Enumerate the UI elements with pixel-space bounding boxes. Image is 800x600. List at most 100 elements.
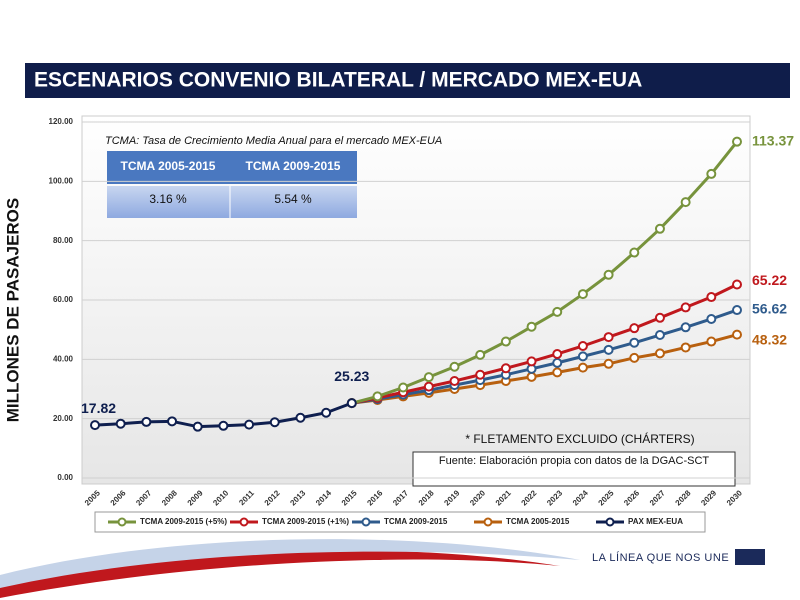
note: TCMA: Tasa de Crecimiento Media Anual pa… [105, 135, 442, 147]
data-label: 17.82 [81, 400, 116, 416]
source-wrap: Fuente: Elaboración propia con datos de … [438, 455, 710, 467]
footer: LA LÍNEA QUE NOS UNE [592, 551, 729, 564]
point [706, 292, 717, 303]
point [680, 197, 691, 208]
point [706, 168, 717, 179]
swoosh [0, 539, 580, 588]
point [526, 371, 537, 382]
point [423, 372, 434, 383]
series-line [351, 308, 738, 405]
point [706, 313, 717, 324]
point [629, 337, 640, 348]
point [295, 412, 306, 423]
series-line [351, 140, 739, 405]
data-label: 56.62 [752, 301, 787, 317]
point [526, 321, 537, 332]
legend-marker [361, 517, 371, 527]
point [654, 348, 665, 359]
series-line [351, 333, 738, 405]
legend-marker [605, 517, 615, 527]
point [732, 329, 742, 340]
point [500, 363, 511, 374]
point [629, 247, 640, 258]
data-label: 48.32 [752, 331, 787, 347]
legend-marker [117, 517, 127, 527]
y-tick-label: 0.00 [57, 473, 73, 482]
title: ESCENARIOS CONVENIO BILATERAL / MERCADO … [34, 69, 642, 92]
y-axis-label: MILLONES DE PASAJEROS [3, 198, 22, 423]
point [398, 382, 409, 393]
table-cell: 5.54 % [274, 192, 312, 206]
point [218, 420, 229, 431]
table-row [107, 186, 357, 218]
point [680, 302, 691, 313]
point [629, 352, 640, 363]
y-tick-label: 80.00 [53, 236, 74, 245]
point [552, 306, 563, 317]
title-bar [25, 63, 790, 98]
point [321, 407, 332, 418]
point [244, 419, 255, 430]
data-label: 25.23 [334, 368, 369, 384]
point [500, 336, 511, 347]
point [449, 375, 460, 386]
point [603, 358, 614, 369]
point [654, 312, 665, 323]
y-tick-label: 120.00 [49, 117, 74, 126]
y-tick-label: 60.00 [53, 295, 74, 304]
table-header-cell: TCMA 2009-2015 [246, 159, 341, 173]
legend-label: TCMA 2005-2015 [506, 517, 570, 526]
point [475, 349, 486, 360]
point [90, 420, 100, 431]
point [115, 418, 126, 429]
point [423, 381, 434, 392]
series-line [351, 283, 738, 405]
legend-label: TCMA 2009-2015 (+1%) [262, 517, 349, 526]
point [732, 305, 742, 316]
point [552, 357, 563, 368]
point [372, 391, 383, 402]
data-label: 65.22 [752, 272, 787, 288]
point [732, 136, 742, 147]
point [167, 416, 178, 427]
table-cell: 3.16 % [149, 192, 187, 206]
y-tick-label: 20.00 [53, 414, 74, 423]
annotation: * FLETAMENTO EXCLUIDO (CHÁRTERS) [465, 431, 694, 446]
point [680, 322, 691, 333]
point [346, 398, 357, 409]
point [526, 356, 537, 367]
point [449, 361, 460, 372]
point [732, 279, 742, 290]
point [192, 421, 203, 432]
point [629, 323, 640, 334]
point [141, 416, 152, 427]
point [577, 289, 588, 300]
source: Fuente: Elaboración propia con datos de … [438, 455, 710, 467]
table-header [107, 151, 357, 184]
point [577, 362, 588, 373]
point [552, 367, 563, 378]
point [654, 330, 665, 341]
legend-marker [239, 517, 249, 527]
logo [735, 549, 765, 565]
point [680, 342, 691, 353]
source-box [412, 451, 736, 487]
point [603, 269, 614, 280]
y-tick-label: 100.00 [49, 176, 74, 185]
point [706, 336, 717, 347]
legend-label: PAX MEX-EUA [628, 517, 683, 526]
point [552, 348, 563, 359]
point [603, 332, 614, 343]
point [269, 417, 280, 428]
table-header-cell: TCMA 2005-2015 [121, 159, 216, 173]
point [577, 340, 588, 351]
data-label: 113.37 [752, 132, 794, 148]
point [603, 344, 614, 355]
legend-marker [483, 517, 493, 527]
point [577, 351, 588, 362]
legend-label: TCMA 2009-2015 [384, 517, 448, 526]
point [475, 369, 486, 380]
legend [94, 511, 706, 533]
